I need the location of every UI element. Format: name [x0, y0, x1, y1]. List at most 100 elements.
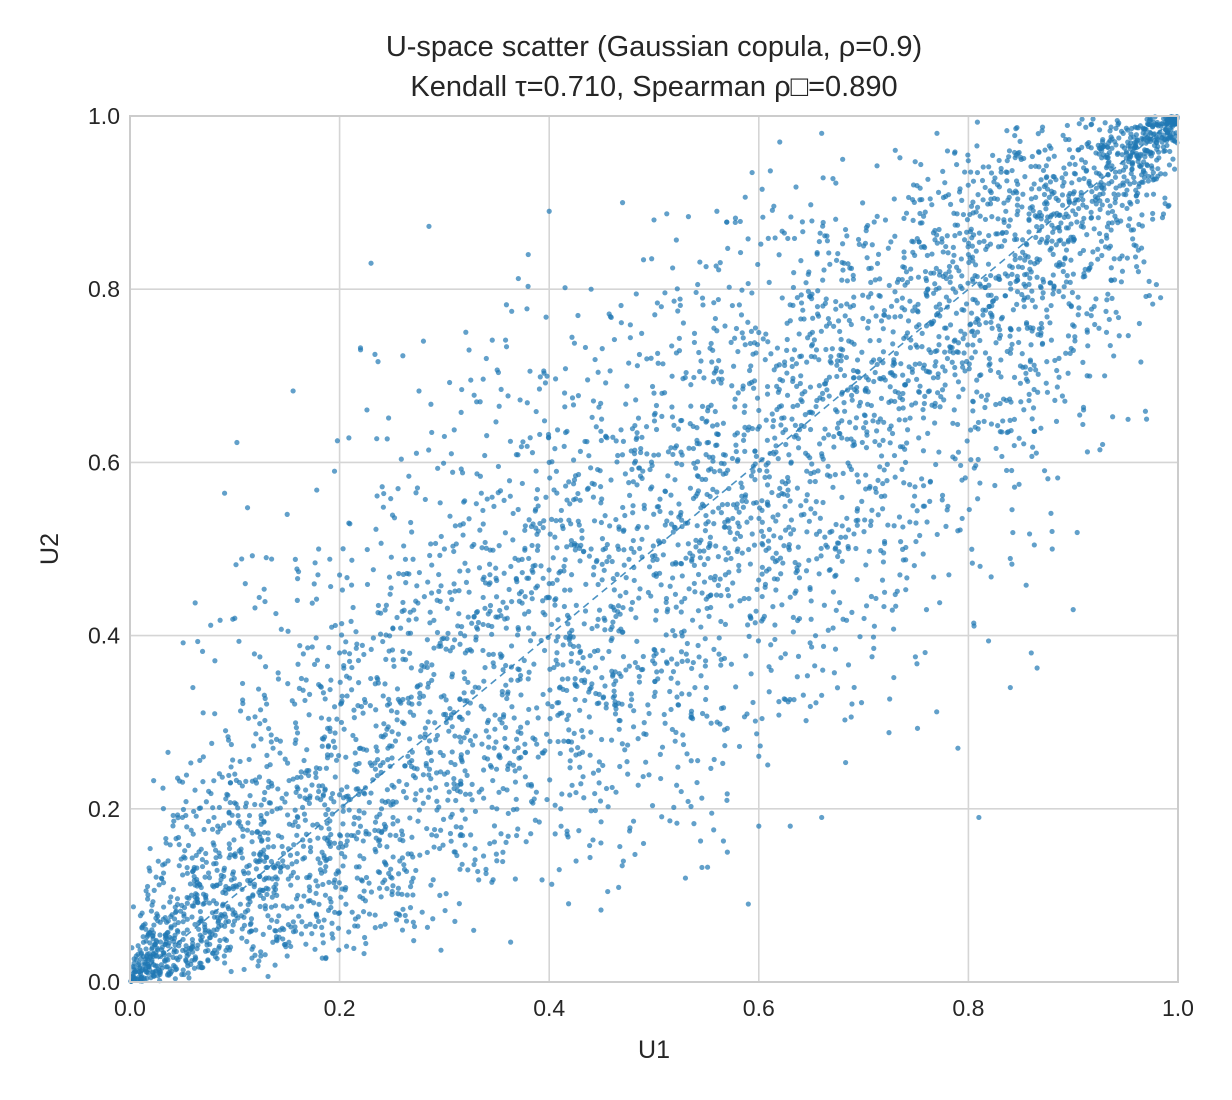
scatter-point-sample-3853 [870, 634, 877, 640]
scatter-point-sample-2291 [834, 685, 841, 691]
scatter-point-sample-2259 [434, 798, 440, 804]
scatter-point-sample-2865 [263, 701, 270, 707]
scatter-point-sample-1662 [313, 770, 319, 776]
scatter-point-sample-3881 [958, 462, 964, 469]
scatter-point-sample-4404 [539, 877, 545, 883]
scatter-point-sample-902 [175, 812, 181, 818]
scatter-point-sample-2963 [959, 285, 965, 292]
scatter-point-sample-2225 [306, 712, 312, 718]
scatter-point-sample-4589 [711, 756, 717, 763]
scatter-point-sample-1961 [400, 788, 407, 795]
scatter-point-sample-846 [508, 563, 514, 570]
scatter-point-sample-3774 [390, 814, 396, 821]
scatter-point-sample-2620 [462, 698, 468, 704]
scatter-point-sample-2836 [881, 419, 887, 425]
scatter-point-sample-930 [912, 361, 918, 367]
scatter-point-sample-4067 [892, 360, 898, 367]
scatter-point-sample-4661 [936, 301, 943, 307]
scatter-point-sample-696 [773, 587, 779, 593]
scatter-point-sample-3065 [435, 465, 441, 471]
scatter-point-sample-3631 [462, 675, 468, 682]
scatter-point-sample-4771 [405, 695, 411, 701]
scatter-point-sample-3672 [294, 576, 301, 582]
scatter-point-sample-1540 [273, 610, 279, 617]
scatter-point-sample-1944 [989, 298, 996, 305]
scatter-point-sample-3356 [885, 522, 891, 528]
scatter-point-sample-783 [732, 396, 738, 402]
scatter-point-sample-3165 [603, 701, 609, 707]
scatter-point-sample-3061 [1088, 215, 1094, 221]
scatter-point-sample-4270 [169, 968, 175, 975]
scatter-point-sample-230 [999, 453, 1005, 460]
scatter-point-sample-688 [512, 768, 518, 774]
scatter-point-sample-4824 [266, 875, 272, 881]
scatter-point-sample-3112 [360, 710, 366, 716]
scatter-point-sample-4621 [175, 775, 181, 781]
scatter-point-sample-3273 [355, 703, 361, 709]
scatter-point-sample-2779 [530, 569, 536, 575]
scatter-point-sample-4708 [693, 544, 699, 550]
scatter-point-sample-3027 [1096, 127, 1103, 133]
scatter-point-sample-2630 [675, 764, 681, 770]
scatter-point-87 [263, 555, 269, 561]
scatter-point-sample-4752 [575, 745, 581, 751]
scatter-point-sample-4323 [689, 714, 695, 720]
scatter-point-sample-4068 [881, 538, 888, 545]
scatter-point-sample-2392 [751, 542, 758, 548]
scatter-point-sample-4289 [1001, 217, 1007, 223]
scatter-point-sample-1593 [1095, 246, 1101, 252]
scatter-point-sample-1034 [1011, 442, 1017, 449]
scatter-point-sample-4630 [208, 622, 214, 628]
scatter-point-sample-2493 [652, 660, 658, 667]
scatter-point-sample-1471 [584, 439, 590, 445]
scatter-point-sample-2730 [413, 450, 420, 456]
scatter-point-sample-4116 [836, 430, 842, 437]
scatter-point-sample-4253 [148, 908, 155, 914]
scatter-point-sample-3388 [491, 823, 498, 829]
scatter-point-sample-3191 [403, 918, 410, 924]
scatter-point-sample-637 [813, 347, 820, 353]
scatter-point-sample-3724 [992, 175, 998, 181]
scatter-point-sample-2929 [980, 312, 986, 318]
scatter-point-sample-1029 [480, 507, 486, 514]
scatter-point-sample-1679 [333, 757, 340, 763]
scatter-point-sample-4816 [833, 180, 839, 186]
scatter-point-sample-2278 [231, 918, 238, 924]
scatter-point-sample-3339 [1084, 232, 1090, 238]
scatter-point-sample-3675 [638, 667, 645, 673]
scatter-point-sample-2309 [526, 608, 532, 615]
scatter-point-sample-528 [1050, 272, 1056, 278]
scatter-point-sample-4602 [1131, 179, 1137, 185]
scatter-point-sample-4744 [664, 518, 670, 524]
scatter-point-sample-2048 [145, 892, 151, 898]
scatter-point-sample-2240 [756, 467, 763, 473]
scatter-point-sample-4306 [1022, 283, 1029, 289]
scatter-point-sample-2991 [153, 874, 159, 880]
scatter-point-sample-2846 [440, 842, 446, 848]
scatter-point-sample-4666 [679, 517, 685, 523]
scatter-point-sample-2316 [975, 192, 981, 198]
scatter-point-sample-4004 [1161, 132, 1167, 138]
scatter-point-sample-2558 [1132, 254, 1139, 260]
scatter-point-sample-4494 [942, 349, 948, 355]
scatter-point-sample-1532 [471, 541, 477, 548]
scatter-point-sample-169 [515, 826, 521, 832]
scatter-point-sample-1237 [171, 818, 177, 824]
scatter-point-sample-1169 [834, 540, 841, 546]
scatter-point-sample-1918 [704, 713, 710, 719]
scatter-point-sample-3909 [410, 892, 416, 898]
scatter-point-sample-1324 [307, 844, 314, 851]
scatter-point-sample-384 [535, 715, 541, 721]
scatter-point-sample-3086 [904, 279, 911, 285]
scatter-point-sample-1174 [1010, 529, 1016, 536]
scatter-point-sample-3573 [461, 735, 467, 741]
scatter-point-sample-1235 [635, 782, 641, 788]
scatter-point-sample-258 [268, 858, 275, 865]
scatter-point-sample-2985 [886, 314, 892, 320]
scatter-point-62 [651, 217, 657, 223]
scatter-point-sample-3163 [541, 418, 548, 424]
scatter-point-sample-549 [340, 546, 346, 552]
scatter-point-sample-4185 [1056, 355, 1062, 361]
scatter-point-sample-3365 [809, 644, 815, 650]
scatter-point-sample-653 [653, 402, 660, 409]
